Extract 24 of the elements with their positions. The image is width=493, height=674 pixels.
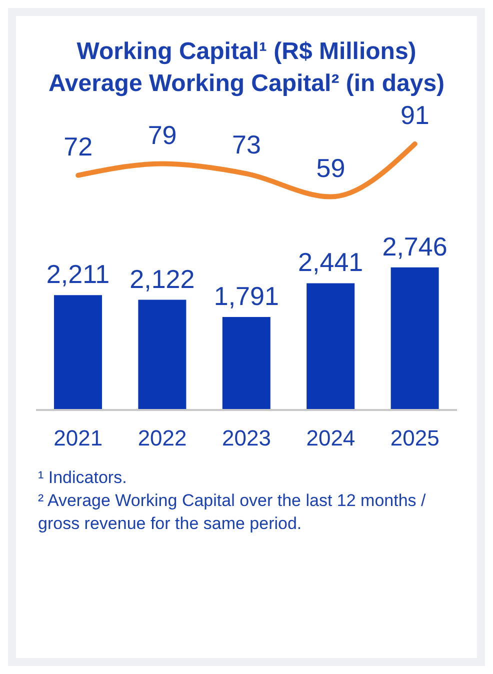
text: ² Average Working Capital over the last 12 months / gross revenue for the same period. (38, 490, 427, 535)
bar (138, 300, 186, 410)
bar (222, 316, 270, 410)
chart-subtitle: Average Working Capital² (in days) (47, 69, 446, 99)
data-label: 1,791 (214, 280, 279, 311)
data-label: 79 (148, 120, 177, 150)
x-tick-label: 2022 (138, 426, 187, 451)
data-label: 2,746 (382, 231, 448, 262)
data-label: 73 (232, 130, 261, 160)
data-label: 91 (400, 100, 430, 130)
x-tick-label: 2025 (390, 426, 440, 451)
x-tick-label: 2023 (222, 426, 271, 451)
data-label: 72 (64, 131, 93, 162)
bar (390, 267, 439, 410)
text: ¹ Indicators. (38, 467, 128, 489)
data-label: 59 (316, 152, 346, 183)
data-label: 2,211 (46, 259, 110, 290)
data-label: 2,122 (130, 264, 195, 294)
data-label: 2,441 (298, 247, 364, 278)
bar (306, 283, 355, 410)
x-tick-label: 2024 (306, 426, 356, 451)
chart-title: Working Capital¹ (R$ Millions) (76, 37, 418, 67)
bar (54, 295, 102, 410)
x-tick-label: 2021 (54, 426, 103, 451)
